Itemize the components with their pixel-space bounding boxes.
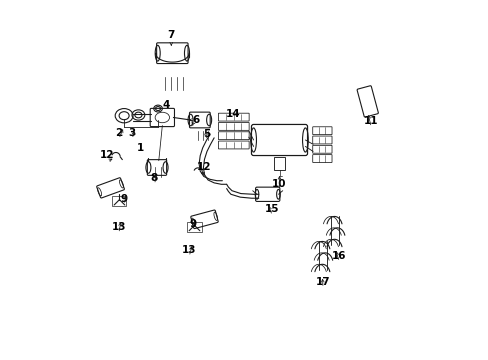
Text: 9: 9	[189, 219, 196, 229]
Text: 10: 10	[272, 179, 286, 189]
Text: 8: 8	[150, 173, 158, 183]
Text: 9: 9	[121, 194, 127, 203]
Text: 17: 17	[315, 277, 330, 287]
Text: 15: 15	[264, 204, 279, 214]
Text: 13: 13	[182, 246, 196, 255]
Text: 16: 16	[331, 251, 346, 261]
Text: 12: 12	[197, 162, 211, 172]
Bar	[111, 196, 125, 206]
Text: 7: 7	[167, 30, 175, 40]
Text: 11: 11	[364, 116, 378, 126]
Bar	[274, 157, 285, 170]
Text: 13: 13	[111, 222, 126, 232]
Text: 4: 4	[163, 100, 170, 110]
Text: 3: 3	[128, 128, 135, 138]
Bar	[187, 222, 201, 232]
Text: 5: 5	[203, 129, 210, 139]
Text: 2: 2	[115, 128, 122, 138]
Text: 12: 12	[100, 150, 114, 160]
Text: 6: 6	[192, 115, 199, 125]
Text: 14: 14	[225, 109, 240, 119]
Text: 1: 1	[137, 143, 144, 153]
